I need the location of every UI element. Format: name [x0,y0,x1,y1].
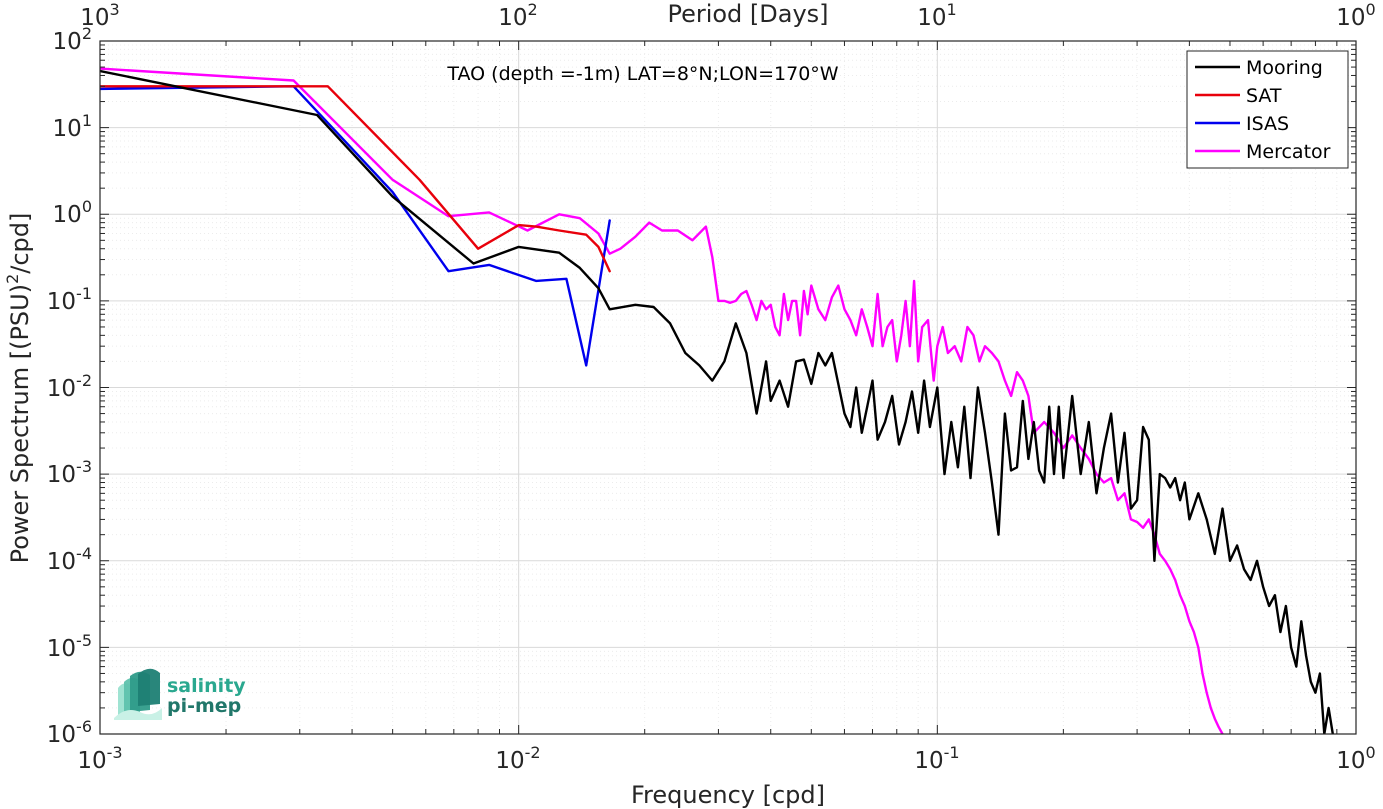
y-tick-label: 100 [53,197,92,228]
x-tick-label: 100 [1336,743,1375,774]
top-axis-label: Period [Days] [667,0,828,28]
legend: Mooring SAT ISAS Mercator [1186,50,1349,169]
y-tick-label: 10-1 [47,284,92,315]
top-tick-label: 103 [80,0,119,31]
tick-marks [99,40,1357,735]
legend-label-mercator: Mercator [1246,141,1331,163]
top-tick-label: 100 [1336,0,1375,31]
y-tick-label: 101 [53,111,92,142]
y-tick-label: 10-5 [47,631,92,662]
y-tick-label: 10-6 [47,717,92,748]
x-tick-label: 10-2 [495,743,540,774]
series-line-sat [100,85,611,273]
x-tick-label: 10-3 [77,743,122,774]
y-tick-label: 10-3 [47,457,92,488]
x-axis-label: Frequency [cpd] [631,781,825,809]
y-axis-label: Power Spectrum [(PSU)2/cpd] [3,213,34,564]
legend-label-sat: SAT [1246,85,1282,107]
y-tick-label: 102 [53,24,92,55]
x-tick-label: 10-1 [914,743,959,774]
logo-waves-icon [114,668,162,720]
logo-text-salinity: salinity [167,675,246,697]
y-tick-label: 10-2 [47,371,92,402]
legend-label-mooring: Mooring [1246,57,1323,79]
legend-box [1186,50,1349,169]
top-tick-label: 101 [917,0,956,31]
top-tick-label: 102 [498,0,537,31]
series-line-isas [100,85,611,367]
series-line-mercator [100,67,1224,734]
y-tick-labels: 102 101 100 10-1 10-2 10-3 10-4 10-5 10-… [47,24,92,748]
series-line-mooring [100,69,1335,734]
salinity-pi-mep-logo: salinity pi-mep [114,668,246,720]
series-lines [100,67,1335,734]
legend-label-isas: ISAS [1246,113,1289,135]
minor-grid [100,41,1356,734]
y-tick-label: 10-4 [47,544,92,575]
chart-title: TAO (depth =-1m) LAT=8°N;LON=170°W [446,63,838,85]
logo-text-pi-mep: pi-mep [167,695,241,717]
x-tick-labels: 10-3 10-2 10-1 100 [77,743,1375,774]
top-tick-labels: 103 102 101 100 [80,0,1375,31]
